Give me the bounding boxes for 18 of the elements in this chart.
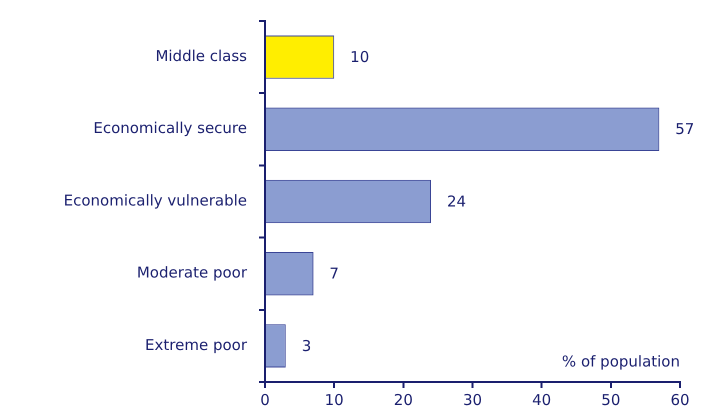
x-tick-label: 40 bbox=[532, 390, 552, 409]
x-tick-label: 50 bbox=[601, 390, 620, 409]
data-label: 10 bbox=[350, 48, 370, 66]
y-tick-label: Extreme poor bbox=[145, 336, 248, 354]
x-tick-label: 30 bbox=[462, 390, 482, 409]
x-tick-label: 0 bbox=[260, 390, 270, 409]
y-tick-label: Economically vulnerable bbox=[64, 191, 247, 210]
x-tick-label: 10 bbox=[324, 390, 344, 409]
y-tick-label: Middle class bbox=[155, 46, 248, 65]
y-tick-label: Moderate poor bbox=[136, 264, 248, 282]
data-label: 24 bbox=[447, 192, 466, 210]
data-label: 3 bbox=[302, 336, 312, 355]
x-tick-label: 60 bbox=[670, 390, 690, 409]
data-label: 7 bbox=[329, 264, 339, 283]
x-axis-title: % of population bbox=[562, 352, 680, 370]
data-label: 57 bbox=[675, 120, 694, 138]
y-tick-label: Economically secure bbox=[93, 119, 247, 138]
x-tick-label: 20 bbox=[394, 390, 413, 409]
